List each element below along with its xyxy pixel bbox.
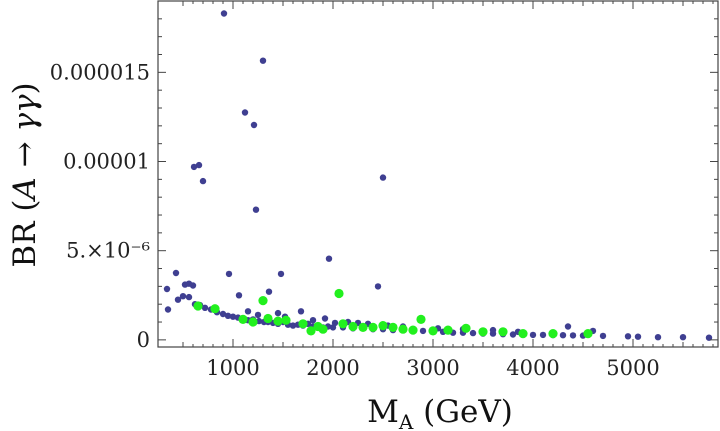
highlighted-data-point xyxy=(443,325,453,335)
data-point xyxy=(654,334,662,341)
y-tick-label: 0.00001 xyxy=(63,150,150,174)
data-point xyxy=(624,333,632,340)
axis-ticks xyxy=(158,1,718,347)
data-point xyxy=(489,326,497,334)
data-point xyxy=(274,309,282,317)
data-point xyxy=(564,323,572,330)
highlighted-data-point xyxy=(416,314,426,324)
data-point xyxy=(241,109,249,116)
data-point xyxy=(179,293,187,300)
data-point xyxy=(163,285,171,293)
data-point xyxy=(289,322,297,329)
highlighted-data-point xyxy=(318,324,328,334)
highlighted-data-point xyxy=(338,319,348,329)
data-point xyxy=(185,293,193,301)
data-point xyxy=(325,255,333,262)
data-point xyxy=(265,288,273,295)
data-point xyxy=(201,304,209,311)
data-point xyxy=(252,206,260,213)
data-point xyxy=(224,312,232,319)
highlighted-data-point xyxy=(428,326,438,336)
x-axis-title: MA (GeV) xyxy=(367,394,513,431)
data-point xyxy=(277,270,285,278)
highlighted-data-point xyxy=(408,325,418,335)
data-point xyxy=(374,283,382,290)
data-point xyxy=(419,327,427,335)
highlighted-data-point xyxy=(348,321,358,332)
data-point xyxy=(309,317,317,324)
data-point xyxy=(174,296,182,303)
highlighted-data-point xyxy=(298,319,308,329)
data-point xyxy=(379,174,387,181)
highlighted-data-point xyxy=(334,288,344,299)
tick-labels: 1000 2000 3000 4000 5000 0 5.×10⁻⁶ 0.00001 0.000… xyxy=(50,60,660,380)
highlighted-data-point xyxy=(548,329,558,339)
data-point xyxy=(235,292,243,299)
highlighted-data-point xyxy=(498,327,508,337)
x-tick-label: 4000 xyxy=(506,356,559,380)
data-point xyxy=(679,334,687,341)
data-point xyxy=(297,308,305,315)
highlighted-data-point xyxy=(358,322,368,332)
data-point xyxy=(509,331,517,338)
highlighted-data-point xyxy=(263,313,273,324)
data-point xyxy=(189,282,197,289)
data-point xyxy=(569,332,577,339)
y-tick-label: 5.×10⁻⁶ xyxy=(66,239,150,263)
highlighted-data-point xyxy=(388,322,398,332)
plot-frame xyxy=(157,0,719,348)
highlighted-data-point xyxy=(518,329,528,339)
y-tick-label: 0 xyxy=(137,328,150,352)
data-point xyxy=(225,270,233,278)
highlighted-data-point xyxy=(248,317,258,327)
highlighted-data-point xyxy=(238,314,248,324)
data-points xyxy=(163,10,713,341)
highlighted-data-point xyxy=(461,323,471,333)
x-tick-label: 2000 xyxy=(306,356,359,380)
highlighted-data-point xyxy=(306,326,316,336)
highlighted-data-point xyxy=(281,315,291,325)
data-point xyxy=(331,319,339,327)
highlighted-data-point xyxy=(193,301,203,311)
data-point xyxy=(219,310,227,318)
highlighted-data-point xyxy=(398,324,408,334)
data-point xyxy=(164,306,172,313)
data-point xyxy=(229,313,237,320)
data-point xyxy=(529,331,537,339)
x-tick-label: 5000 xyxy=(606,356,659,380)
data-point xyxy=(244,308,252,315)
data-point xyxy=(195,161,203,169)
data-point xyxy=(254,311,262,319)
data-point xyxy=(599,332,607,340)
highlighted-data-point xyxy=(258,296,268,306)
y-tick-label: 0.000015 xyxy=(50,60,150,84)
highlighted-data-point xyxy=(478,327,488,337)
data-point xyxy=(705,334,713,341)
highlighted-data-point xyxy=(583,329,593,339)
data-point xyxy=(259,57,267,64)
data-point xyxy=(559,332,567,339)
x-tick-label: 1000 xyxy=(206,356,259,380)
highlighted-data-point xyxy=(378,321,388,331)
data-point xyxy=(634,333,642,340)
data-point xyxy=(190,163,198,171)
data-point xyxy=(250,121,258,129)
data-point xyxy=(539,331,547,339)
data-point xyxy=(172,269,180,277)
data-point xyxy=(220,10,228,17)
highlighted-data-point xyxy=(273,316,283,326)
data-point xyxy=(199,177,207,185)
y-axis-title: BR (A → γγ) xyxy=(7,82,43,267)
highlighted-data-point xyxy=(368,322,378,332)
x-tick-label: 3000 xyxy=(406,356,459,380)
data-point xyxy=(321,315,329,322)
data-point xyxy=(469,329,477,337)
highlighted-data-point xyxy=(210,304,220,314)
